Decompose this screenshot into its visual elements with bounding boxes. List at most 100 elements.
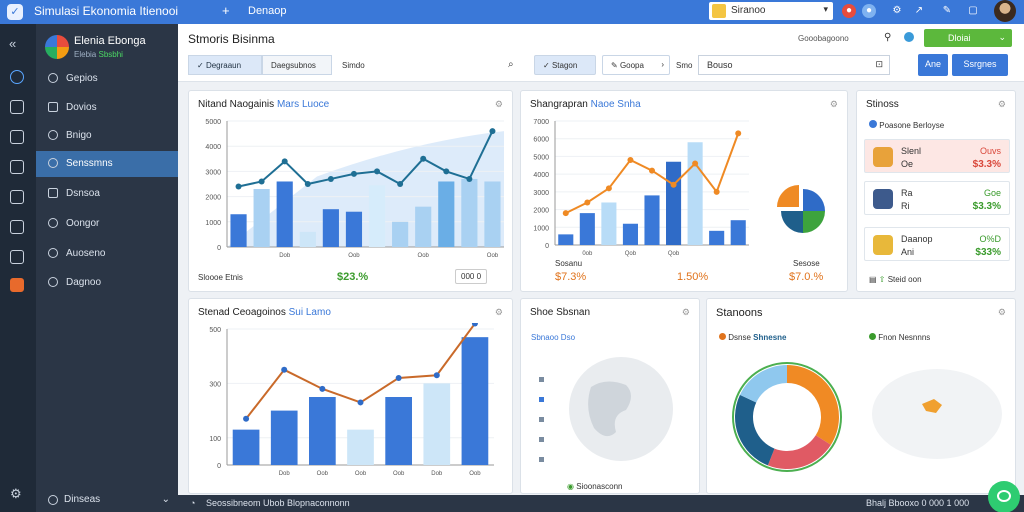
- y-tick-label: 0: [217, 463, 221, 470]
- gear-icon[interactable]: ⚙: [10, 486, 22, 501]
- stocks-legend: Poasone Berloyse: [869, 120, 944, 130]
- stocks-footer-label: Steid oon: [887, 275, 922, 284]
- close-icon[interactable]: ⊡: [875, 59, 883, 69]
- app-title: Simulasi Ekonomia Itienooi: [34, 4, 179, 18]
- sidebar-item-6[interactable]: Auoseno: [36, 241, 178, 267]
- footer-value: $23.%: [337, 271, 369, 283]
- gear-icon[interactable]: ⚙: [494, 307, 503, 317]
- export-button[interactable]: Ssrgnes: [952, 54, 1008, 76]
- company-selector[interactable]: Siranoo ▾: [709, 2, 833, 20]
- gear-icon[interactable]: ⚙: [997, 307, 1006, 317]
- stock-name: Daanop: [901, 234, 933, 244]
- user-avatar[interactable]: [994, 0, 1016, 22]
- stock-row[interactable]: Slenl Oe Ouvs $3.3%: [864, 139, 1010, 173]
- search-icon[interactable]: ⌕: [508, 59, 514, 70]
- gear-icon[interactable]: ⚙: [829, 99, 838, 109]
- settings-icon[interactable]: ⚙: [892, 5, 902, 16]
- bar: [270, 410, 298, 465]
- trend-point: [235, 183, 242, 190]
- stock-sub: Ri: [901, 201, 910, 211]
- legend-a-highlight: Shnesne: [753, 333, 787, 342]
- footer-range-button[interactable]: 000 0: [455, 269, 488, 284]
- y-tick-label: 2000: [205, 195, 221, 202]
- primary-action-button[interactable]: Dloiai ⌄: [924, 29, 1012, 47]
- info-icon[interactable]: ●: [862, 4, 876, 18]
- legend-a: Dsnse Shnesne: [719, 333, 787, 342]
- panel-title: Shoe Sbsnan: [530, 307, 591, 318]
- profile-avatar[interactable]: [45, 35, 69, 59]
- window-icon[interactable]: ▢: [968, 5, 978, 16]
- bar: [730, 220, 746, 245]
- store-icon[interactable]: [10, 278, 24, 292]
- y-tick-label: 7000: [533, 119, 549, 126]
- collapse-icon[interactable]: «: [9, 36, 17, 51]
- apply-button[interactable]: Ane: [918, 54, 948, 76]
- wallet-icon[interactable]: [10, 160, 24, 174]
- new-tab-button[interactable]: +: [222, 3, 230, 18]
- sidebar-item-5[interactable]: Oongor: [36, 211, 178, 237]
- chart-icon[interactable]: [10, 190, 24, 204]
- x-tick-label: Oob: [393, 471, 405, 477]
- filter-button[interactable]: ✓ Stagon: [534, 55, 596, 75]
- gear-icon[interactable]: ⚙: [494, 99, 503, 109]
- share-icon[interactable]: ↗: [914, 5, 924, 16]
- bar: [347, 429, 374, 465]
- y-tick-label: 2000: [533, 208, 549, 215]
- world-map[interactable]: [531, 347, 696, 477]
- panel-title-text: Shangrapran: [530, 99, 588, 110]
- stocks-footer[interactable]: ▤ ⇧ Steid oon: [869, 275, 922, 284]
- stock-change: O%D: [979, 234, 1001, 244]
- map-subtitle: Sbnaoo Dso: [531, 333, 576, 342]
- sidebar-item-2[interactable]: Bnigo: [36, 123, 178, 149]
- search-input[interactable]: Bouso ⊡: [698, 55, 890, 75]
- type-dropdown[interactable]: ✎ Goopa ›: [602, 55, 670, 75]
- alert-icon[interactable]: ●: [842, 4, 856, 18]
- sidebar-item-4[interactable]: Dsnsoa: [36, 181, 178, 207]
- gear-icon[interactable]: ⚙: [997, 99, 1006, 109]
- chevron-down-icon: ›: [661, 60, 664, 69]
- edit-icon[interactable]: ✎: [942, 5, 952, 16]
- status-text: Seossibneom Ubob Blopnaconnonn: [206, 498, 350, 508]
- mini-world-map[interactable]: [867, 359, 1007, 469]
- gear-icon[interactable]: ⚙: [681, 307, 690, 317]
- chevron-down-icon: ▾: [823, 4, 828, 14]
- x-tick-label: Qob: [668, 251, 680, 257]
- check-icon: ✓: [543, 61, 552, 70]
- pencil-icon: ✎: [611, 61, 620, 70]
- input-label: Smo: [676, 61, 693, 70]
- bar: [232, 429, 260, 465]
- sidebar-settings[interactable]: Dinseas ⌄: [36, 490, 178, 512]
- dashboard-icon[interactable]: [10, 70, 24, 84]
- trend-point: [357, 399, 364, 406]
- header-link[interactable]: Simdo: [342, 61, 365, 70]
- settings-icon: [48, 495, 58, 505]
- sidebar-item-label: Senssmns: [66, 158, 113, 169]
- sidebar-item-0[interactable]: Gepios: [36, 66, 178, 92]
- calendar-icon[interactable]: [10, 220, 24, 234]
- trend-point: [243, 415, 250, 422]
- sidebar-item-label: Dsnsoa: [66, 188, 100, 199]
- reports-icon[interactable]: [10, 100, 24, 114]
- sidebar-item-3[interactable]: Senssmns: [36, 151, 178, 177]
- stock-row[interactable]: Daanop Ani O%D $33%: [864, 227, 1010, 261]
- trend-point: [649, 167, 655, 174]
- list-icon: ▤: [869, 275, 879, 284]
- trend-point: [395, 374, 402, 381]
- bar: [601, 202, 617, 245]
- segment-1[interactable]: Daegsubnos: [262, 55, 332, 75]
- stock-row[interactable]: Ra Ri Goe $3.3%: [864, 181, 1010, 215]
- trend-point: [489, 128, 496, 135]
- user-icon[interactable]: ⚲: [884, 32, 892, 43]
- folder-icon: [48, 102, 58, 112]
- bar: [368, 185, 386, 247]
- chat-bubble-icon[interactable]: [988, 481, 1020, 512]
- segment-0[interactable]: ✓ Degraaun: [188, 55, 262, 75]
- page-title: Stmoris Bisinma: [188, 32, 275, 46]
- trend-point: [692, 160, 699, 167]
- sidebar-item-1[interactable]: Dovios: [36, 95, 178, 121]
- globe-icon: ◉: [567, 482, 577, 491]
- tab-main[interactable]: Denaop: [248, 5, 287, 17]
- document-icon[interactable]: [10, 250, 24, 264]
- sidebar-item-7[interactable]: Dagnoo: [36, 270, 178, 296]
- bank-icon[interactable]: [10, 130, 24, 144]
